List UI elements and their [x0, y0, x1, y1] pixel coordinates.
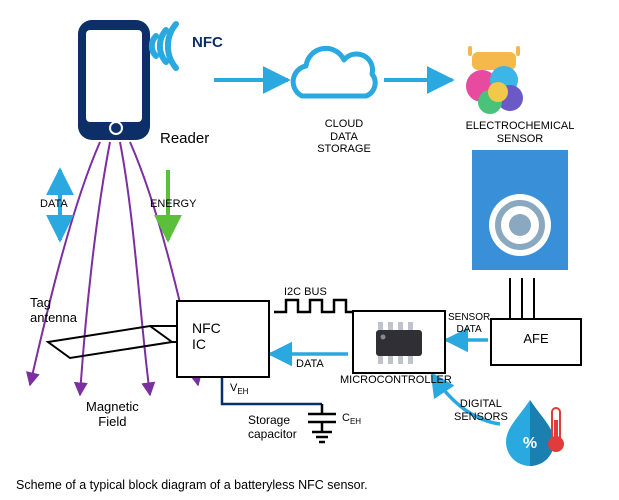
- digital-label: DIGITAL SENSORS: [454, 398, 508, 423]
- droplet-icon: %: [0, 0, 619, 500]
- diagram-stage: { "caption":"Scheme of a typical block d…: [0, 0, 619, 500]
- svg-text:%: %: [523, 435, 537, 452]
- caption: Scheme of a typical block diagram of a b…: [16, 478, 368, 492]
